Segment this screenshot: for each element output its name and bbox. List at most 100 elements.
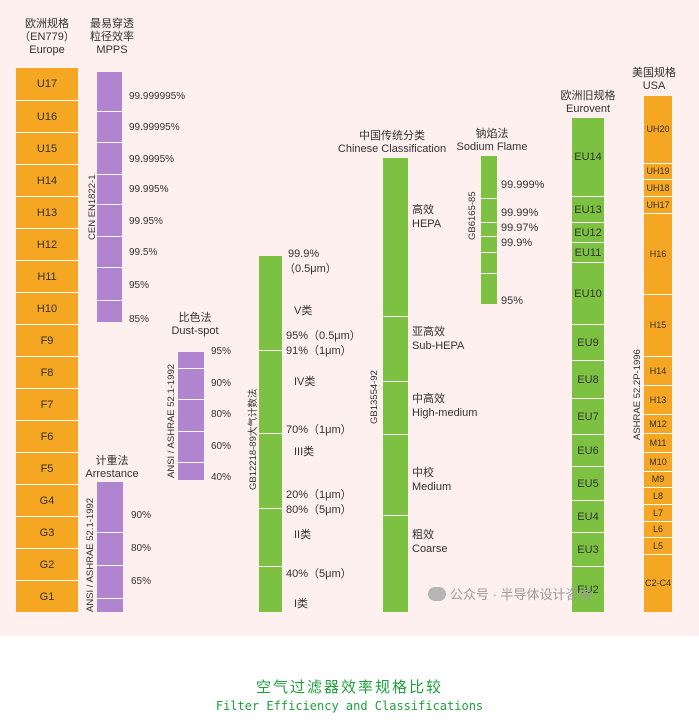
europe-header: 欧洲规格 （EN779） Europe	[12, 18, 82, 57]
dustspot-value: 80%	[211, 409, 232, 420]
usa-standard-label: ASHRAE 52.2P-1996	[632, 349, 643, 440]
mpps-value: 95%	[129, 280, 150, 291]
eurovent-header-line: Eurovent	[565, 103, 611, 115]
mpps-efficiency-column	[97, 72, 122, 322]
mpps-value: 85%	[129, 314, 150, 325]
gb-label: 20%（1μm）	[286, 489, 352, 501]
europe-class-cell: U16	[16, 100, 78, 132]
chinese-divider	[383, 515, 408, 516]
gb-label: 95%（0.5μm）	[286, 330, 361, 342]
europe-class-cell: G1	[16, 580, 78, 612]
chinese-divider	[383, 316, 408, 317]
sodium-value: 99.9%	[501, 237, 533, 249]
europe-class-cell: H13	[16, 196, 78, 228]
sodium-value: 99.99%	[501, 207, 539, 219]
mpps-value: 99.95%	[129, 216, 163, 227]
europe-class-cell: F6	[16, 420, 78, 452]
europe-header-line: Europe	[29, 44, 65, 56]
dustspot-value: 95%	[211, 346, 232, 357]
arrestance-divider	[97, 565, 123, 566]
usa-class-cell: H14	[644, 356, 672, 385]
chinese-header: 中国传统分类 Chinese Classification	[332, 130, 452, 156]
usa-class-cell: L5	[644, 537, 672, 554]
eurovent-header-line: 欧洲旧规格	[560, 90, 616, 102]
gb-divider	[259, 508, 282, 509]
sodium-header-line: 钠焰法	[475, 128, 509, 140]
europe-header-line: 欧洲规格	[25, 18, 69, 30]
chinese-classification-column	[383, 158, 408, 612]
eurovent-class-cell: EU10	[572, 262, 604, 324]
chinese-header-line: Chinese Classification	[337, 143, 447, 155]
usa-class-cell: UH20	[646, 124, 670, 135]
europe-class-cell: F8	[16, 356, 78, 388]
mpps-header-line: 最易穿透	[90, 18, 134, 30]
dustspot-header-line: 比色法	[178, 312, 212, 324]
eurovent-class-column: EU14 EU13 EU12 EU11 EU10 EU9 EU8 EU7 EU6 EU5 EU4 EU…	[572, 118, 604, 612]
gb-top-value: 99.9%	[288, 248, 320, 260]
mpps-value: 99.995%	[129, 184, 169, 195]
usa-class-cell: L8	[644, 487, 672, 504]
sodium-value: 99.999%	[501, 179, 545, 191]
gb-top-value: （0.5μm）	[284, 263, 337, 275]
europe-class-cell: F9	[16, 324, 78, 356]
gb12218-column	[259, 256, 282, 612]
sodium-divider	[481, 222, 497, 223]
arrestance-header-line: Arrestance	[85, 468, 139, 480]
usa-class-cell: UH18	[644, 179, 672, 196]
gb-label: 80%（5μm）	[286, 504, 352, 516]
europe-class-cell: U17	[36, 78, 58, 90]
arrestance-value: 65%	[131, 576, 152, 587]
eurovent-class-cell: EU9	[572, 324, 604, 360]
gb-label: III类	[294, 446, 315, 458]
sodium-value: 95%	[501, 295, 524, 307]
usa-class-cell: M11	[644, 433, 672, 452]
mpps-value: 99.99995%	[129, 122, 180, 133]
sodium-header-line: Sodium Flame	[456, 141, 528, 153]
sodium-divider	[481, 273, 497, 274]
gb-label: IV类	[294, 376, 316, 388]
dustspot-value: 90%	[211, 378, 232, 389]
dustspot-header-line: Dust-spot	[171, 325, 219, 337]
gb-divider	[259, 566, 282, 567]
eurovent-class-cell: EU4	[572, 500, 604, 532]
usa-header-line: USA	[642, 80, 666, 92]
wechat-icon	[428, 586, 446, 601]
mpps-divider	[97, 142, 122, 143]
dustspot-header: 比色法 Dust-spot	[160, 312, 230, 338]
eurovent-class-cell: EU8	[572, 360, 604, 398]
europe-class-cell: G3	[16, 516, 78, 548]
gb12218-standard-label: GB12218-89大气计数法	[248, 388, 259, 490]
diagram-panel: 欧洲规格 （EN779） Europe U17 U16 U15 H14 H13 H12 H1…	[0, 0, 699, 636]
usa-class-cell: M9	[644, 470, 672, 488]
eurovent-class-cell: EU3	[572, 532, 604, 566]
europe-class-cell: H11	[16, 260, 78, 292]
mpps-value: 99.999995%	[129, 91, 186, 102]
arrestance-header: 计重法 Arrestance	[76, 455, 148, 481]
gb-label: I类	[294, 598, 309, 610]
gb-label: 40%（5μm）	[286, 568, 352, 580]
mpps-divider	[97, 111, 122, 112]
dustspot-divider	[178, 462, 204, 463]
dustspot-divider	[178, 368, 204, 369]
usa-class-cell: L6	[644, 520, 672, 538]
dustspot-divider	[178, 431, 204, 432]
europe-header-line: （EN779）	[19, 31, 75, 43]
usa-header: 美国规格 USA	[624, 67, 684, 93]
chinese-divider	[383, 434, 408, 435]
usa-class-cell: C2-C4	[644, 553, 672, 612]
mpps-standard-label: CEN EN1822-1	[87, 174, 98, 240]
title-zh: 空气过滤器效率规格比较	[255, 678, 443, 696]
mpps-divider	[97, 236, 122, 237]
eurovent-class-cell: EU12	[572, 222, 604, 242]
europe-class-column: U17 U16 U15 H14 H13 H12 H11 H10 F9 F8 F7 F6 F5 G4 G3 G2…	[16, 68, 78, 612]
mpps-divider	[97, 267, 122, 268]
usa-class-cell: M12	[644, 414, 672, 433]
usa-class-cell: M10	[644, 451, 672, 471]
eurovent-class-cell: EU7	[572, 398, 604, 434]
sodium-flame-column	[481, 156, 497, 304]
usa-class-column: UH20 UH19 UH18 UH17 H16 H15 H14 H13 M12 M11 M10 M9 L…	[644, 96, 672, 612]
arrestance-standard-label: ANSI / ASHRAE 52.1-1992	[85, 497, 96, 612]
usa-header-line: 美国规格	[632, 67, 676, 79]
eurovent-class-cell: EU5	[572, 466, 604, 500]
mpps-value: 99.5%	[129, 247, 158, 258]
